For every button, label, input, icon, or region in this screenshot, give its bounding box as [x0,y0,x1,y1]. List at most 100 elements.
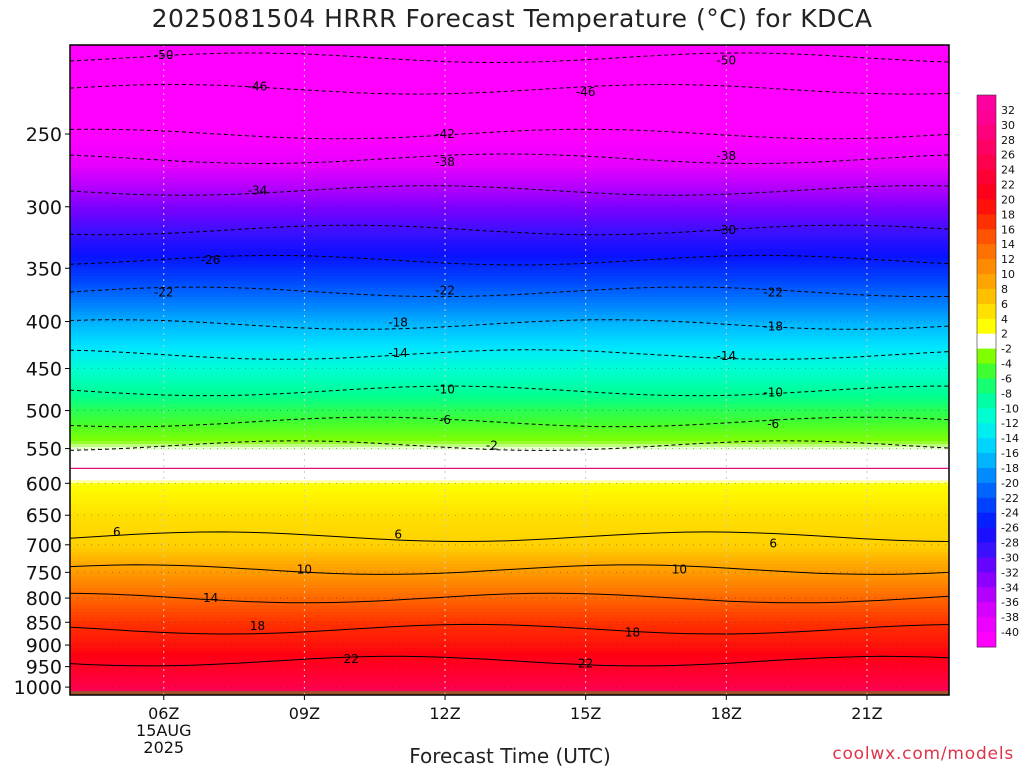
temperature-band [70,489,949,493]
temperature-band [70,111,949,115]
chart-title: 2025081504 HRRR Forecast Temperature (°C… [151,4,873,33]
temperature-band [70,198,949,202]
colorbar-tick-label: -36 [1001,596,1019,609]
y-axis: 2503003504004505005506006507007508008509… [14,124,70,699]
temperature-band [70,453,949,457]
temperature-band [70,177,949,181]
temperature-band [70,465,949,469]
temperature-band [70,669,949,673]
temperature-band [70,456,949,460]
temperature-band [70,138,949,142]
colorbar-swatch [977,617,996,633]
temperature-band [70,150,949,154]
colorbar-tick-label: -14 [1001,432,1019,445]
contour-label: 18 [250,619,265,633]
colorbar-tick-label: 18 [1001,208,1015,221]
temperature-band [70,579,949,583]
colorbar-tick-label: 26 [1001,149,1015,162]
temperature-band [70,60,949,64]
colorbar-swatch [977,542,996,558]
credit-link[interactable]: coolwx.com/models [832,744,1014,764]
temperature-band [70,189,949,193]
temperature-band [70,315,949,319]
contour-label: -42 [435,127,455,141]
temperature-band [70,210,949,214]
y-tick-label: 650 [26,505,62,527]
temperature-band [70,474,949,478]
colorbar-swatch [977,587,996,603]
temperature-band [70,429,949,433]
contour-label: -30 [717,223,737,237]
temperature-band [70,246,949,250]
x-tick-label: 06Z [148,704,179,723]
temperature-band [70,180,949,184]
temperature-band [70,48,949,52]
temperature-band [70,342,949,346]
contour-line [70,655,949,667]
temperature-band [70,192,949,196]
temperature-band [70,525,949,529]
contour-label: -50 [154,48,174,62]
temperature-band [70,642,949,646]
colorbar-swatch [977,303,996,320]
temperature-band [70,249,949,253]
temperature-band [70,165,949,169]
contour-label: 18 [625,625,640,639]
temperature-band [70,75,949,79]
temperature-band [70,594,949,598]
temperature-band [70,357,949,361]
colorbar-tick-label: 6 [1001,298,1008,311]
temperature-band [70,627,949,631]
temperature-band [70,363,949,367]
temperature-band [70,252,949,256]
x-axis-label: Forecast Time (UTC) [409,744,611,768]
colorbar-tick-label: -18 [1001,462,1019,475]
temperature-band [70,588,949,592]
temperature-band [70,420,949,424]
temperature-band [70,213,949,217]
colorbar-tick-label: 28 [1001,134,1015,147]
temperature-band [70,369,949,373]
y-tick-label: 300 [26,197,62,219]
temperature-band [70,423,949,427]
colorbar-swatch [977,482,996,499]
colorbar-swatch [977,109,996,126]
temperature-band [70,651,949,655]
temperature-band [70,366,949,370]
contour-line [70,623,949,635]
colorbar-swatch [977,124,996,141]
temperature-band [70,405,949,409]
contour-label: 10 [672,563,687,577]
colorbar-tick-label: 2 [1001,328,1008,341]
temperature-band [70,558,949,562]
temperature-band [70,666,949,670]
temperature-band [70,123,949,127]
contour-label: -6 [767,417,779,431]
temperature-band [70,354,949,358]
temperature-band [70,510,949,514]
contour-label: -14 [388,346,408,360]
colorbar-tick-label: -24 [1001,507,1019,520]
temperature-band [70,204,949,208]
temperature-band [70,327,949,331]
temperature-band [70,144,949,148]
colorbar-swatch [977,348,996,365]
temperature-band [70,306,949,310]
temperature-band [70,516,949,520]
contour-label: -22 [763,286,783,300]
temperature-band [70,660,949,664]
temperature-band [70,186,949,190]
temperature-band [70,399,949,403]
temperature-band [70,396,949,400]
temperature-band [70,207,949,211]
colorbar-swatch [977,184,996,200]
temperature-band [70,663,949,667]
colorbar-swatch [977,363,996,379]
contour-layer [70,52,949,667]
colorbar-swatch [977,378,996,394]
temperature-band [70,201,949,205]
colorbar-tick-label: 24 [1001,164,1015,177]
temperature-band [70,528,949,532]
temperature-band [70,501,949,505]
